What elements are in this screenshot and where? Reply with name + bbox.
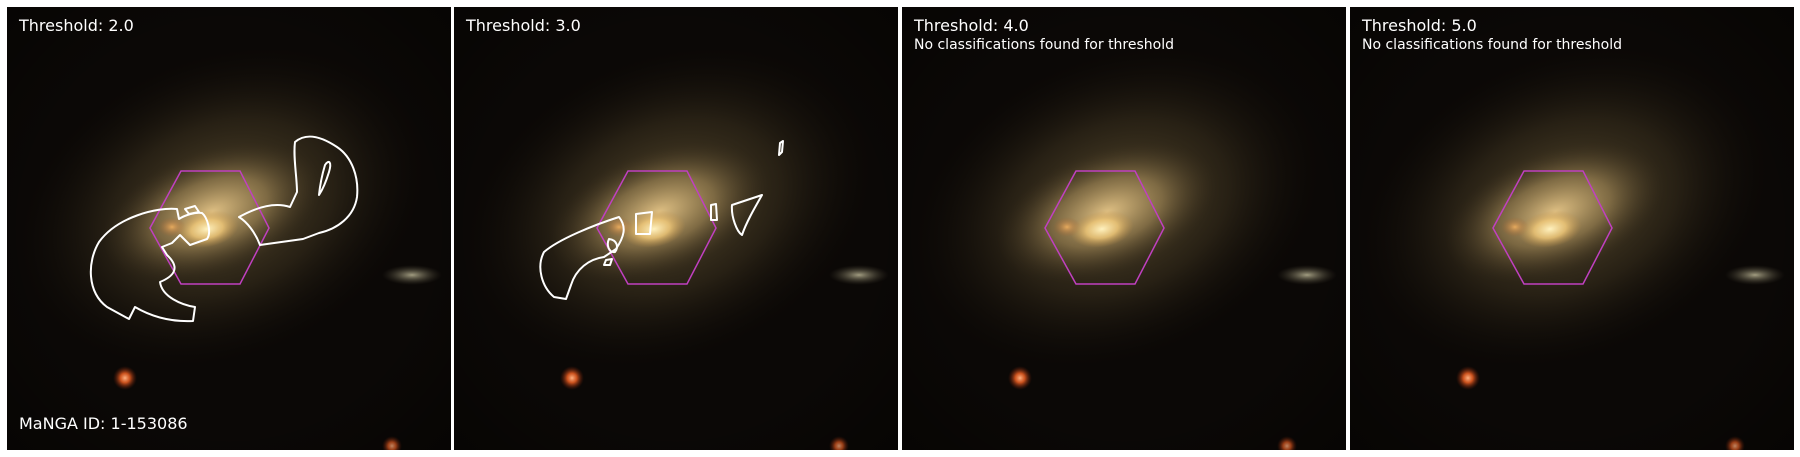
contour-lines — [539, 140, 784, 300]
threshold-label: Threshold: 5.0 — [1362, 16, 1477, 35]
galaxy-image — [7, 7, 451, 450]
ifu-hexagon — [149, 170, 270, 285]
panel-threshold-3: Threshold: 3.0 — [454, 7, 898, 450]
panel-threshold-4: Threshold: 4.0 No classifications found … — [902, 7, 1346, 450]
ifu-hexagon — [1044, 170, 1165, 285]
panel-threshold-5: Threshold: 5.0 No classifications found … — [1350, 7, 1794, 450]
no-classifications-note: No classifications found for threshold — [1362, 37, 1622, 53]
threshold-label: Threshold: 4.0 — [914, 16, 1029, 35]
galaxy-image — [1350, 7, 1794, 450]
threshold-label: Threshold: 2.0 — [19, 16, 134, 35]
panel-threshold-2: Threshold: 2.0 MaNGA ID: 1-153086 — [7, 7, 451, 450]
galaxy-image — [902, 7, 1346, 450]
contour-lines — [89, 135, 359, 323]
galaxy-image — [454, 7, 898, 450]
ifu-hexagon — [1492, 170, 1613, 285]
manga-id-label: MaNGA ID: 1-153086 — [19, 414, 188, 433]
ifu-hexagon — [596, 170, 717, 285]
threshold-label: Threshold: 3.0 — [466, 16, 581, 35]
no-classifications-note: No classifications found for threshold — [914, 37, 1174, 53]
